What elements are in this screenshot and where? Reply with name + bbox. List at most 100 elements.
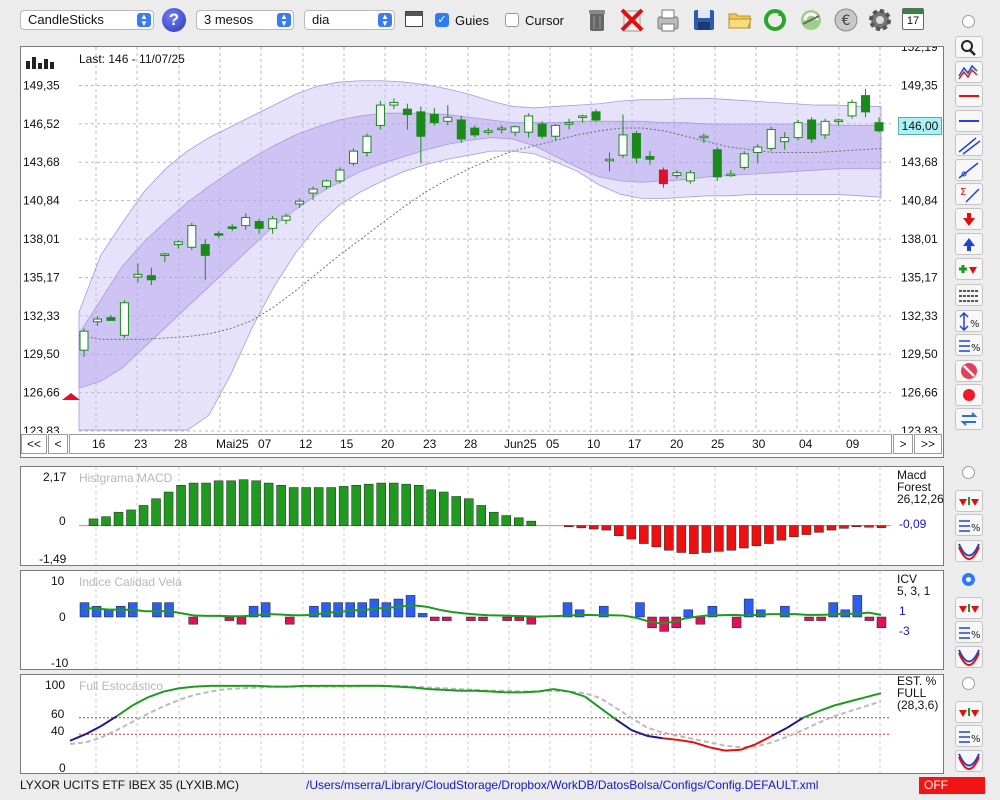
- off-status-badge[interactable]: OFF: [919, 777, 985, 794]
- fibonacci-button[interactable]: Σ: [955, 183, 983, 205]
- trend-line-button[interactable]: [955, 159, 983, 181]
- candle: [335, 169, 345, 182]
- trend-channel-button[interactable]: [955, 134, 983, 156]
- icv-title: Indice Calidad Vela: [79, 575, 182, 589]
- icv-bar: [333, 602, 343, 618]
- horizontal-line-red-button[interactable]: [955, 85, 983, 107]
- chart-type-select[interactable]: CandleSticks ▲ ▼: [20, 10, 154, 30]
- price-tick-label-right: 126,66: [901, 386, 938, 400]
- swap-button[interactable]: [955, 408, 983, 430]
- candlestick-chart[interactable]: 152,19149,35149,35146,52146,52143,68143,…: [21, 47, 943, 433]
- nav-prev-button[interactable]: <: [48, 434, 68, 454]
- macd-bar: [363, 483, 374, 526]
- window-icon[interactable]: [405, 11, 423, 27]
- folder-icon[interactable]: [726, 6, 754, 34]
- macd-bar: [776, 525, 787, 541]
- stop-button[interactable]: [955, 360, 983, 382]
- record-button[interactable]: [955, 384, 983, 406]
- icv-bar: [864, 616, 875, 621]
- add-signal-button[interactable]: [955, 258, 983, 280]
- cross-lines-button[interactable]: [955, 646, 983, 668]
- stochastic-k-segment: [428, 688, 445, 691]
- bands-button[interactable]: [955, 61, 983, 83]
- date-tick-label: 28: [174, 437, 188, 451]
- volume-bars-icon[interactable]: [25, 53, 55, 72]
- nav-first-button[interactable]: <<: [21, 434, 47, 454]
- macd-bar: [639, 525, 649, 544]
- stochastic-chart[interactable]: 100 60 40 0 EST. %FULL(28,3,6): [21, 675, 943, 773]
- percent-levels-button[interactable]: %: [955, 725, 983, 747]
- nav-last-button[interactable]: >>: [914, 434, 942, 454]
- euro-icon[interactable]: €: [832, 6, 860, 34]
- stochastic-k-segment: [116, 704, 133, 717]
- percent-levels-button[interactable]: %: [955, 514, 983, 536]
- arrow-down-button[interactable]: [955, 208, 983, 230]
- price-tick-label-left: 140,84: [23, 194, 60, 208]
- percent-levels-icon: %: [959, 731, 981, 745]
- arrow-up-button[interactable]: [955, 233, 983, 255]
- cursor-checkbox[interactable]: [505, 13, 519, 27]
- date-tick-label: 23: [423, 437, 437, 451]
- icv-panel-radio[interactable]: [962, 573, 975, 586]
- icv-bar: [780, 605, 790, 618]
- icv-current-value: -3: [899, 624, 910, 638]
- icv-bar: [115, 605, 126, 618]
- cross-lines-button[interactable]: [955, 540, 983, 562]
- zoom-button[interactable]: [955, 36, 983, 58]
- icv-bar: [743, 598, 754, 618]
- guies-checkbox[interactable]: ✓: [435, 13, 449, 27]
- candle: [268, 218, 278, 229]
- date-tick-label: 12: [299, 437, 313, 451]
- candle: [605, 158, 615, 162]
- buy-sell-arrows-button[interactable]: [955, 490, 983, 512]
- period-select[interactable]: 3 mesos ▲ ▼: [196, 10, 294, 30]
- calendar-icon[interactable]: 17: [902, 8, 924, 30]
- stochastic-panel[interactable]: 100 60 40 0 EST. % FULL (28,3,6) Full Estocást…: [20, 674, 944, 774]
- chevron-updown-icon: ▲ ▼: [137, 13, 151, 28]
- save-icon[interactable]: [690, 6, 718, 34]
- date-scrollbar[interactable]: [69, 434, 892, 454]
- chevron-updown-icon: ▲ ▼: [277, 13, 291, 28]
- icv-panel[interactable]: 10 0 -10 ICV 5, 3, 1 1 -3 Indice Calidad Vela: [20, 570, 944, 670]
- stochastic-k-segment: [615, 718, 633, 731]
- percent-levels-button[interactable]: %: [955, 334, 983, 356]
- icv-legend-label: ICV: [897, 572, 917, 586]
- stochastic-panel-radio[interactable]: [962, 677, 975, 690]
- candle: [389, 101, 399, 106]
- config-path-link[interactable]: /Users/mserra/Library/CloudStorage/Dropb…: [306, 778, 819, 792]
- main-panel-radio[interactable]: [962, 15, 975, 28]
- macd-panel[interactable]: 2,17 0 -1,49 Macd Forest 26,12,26 -0,09 Histgr…: [20, 466, 944, 566]
- help-icon[interactable]: ?: [162, 8, 186, 32]
- cross-lines-button[interactable]: [955, 750, 983, 772]
- date-tick-label: 15: [340, 437, 354, 451]
- percent-levels-button[interactable]: %: [955, 621, 983, 643]
- icv-tick-label: 0: [59, 610, 66, 624]
- price-tick-label-right: 129,50: [901, 347, 938, 361]
- price-chart-panel[interactable]: 152,19149,35149,35146,52146,52143,68143,…: [20, 46, 944, 458]
- alert-triangle-icon: [62, 393, 80, 400]
- interval-select[interactable]: dia ▲ ▼: [304, 10, 395, 30]
- buy-sell-arrows-button[interactable]: [955, 597, 983, 619]
- refresh-icon[interactable]: [761, 6, 789, 34]
- buy-sell-arrows-button[interactable]: [955, 701, 983, 723]
- nav-next-button[interactable]: >: [893, 434, 913, 454]
- update-icon[interactable]: [797, 6, 825, 34]
- candle: [416, 111, 426, 137]
- horizontal-line-blue-button[interactable]: [955, 110, 983, 132]
- candle: [847, 101, 857, 117]
- trash-icon[interactable]: [583, 6, 611, 34]
- grid-lines-button[interactable]: [955, 284, 983, 306]
- print-icon[interactable]: [654, 6, 682, 34]
- delete-icon[interactable]: [618, 6, 646, 34]
- macd-panel-radio[interactable]: [962, 466, 975, 479]
- macd-bar: [839, 525, 849, 529]
- percent-range-button[interactable]: %: [955, 310, 983, 332]
- macd-bar: [576, 525, 587, 529]
- stochastic-tick-label: 40: [51, 724, 65, 738]
- gear-icon[interactable]: [866, 6, 894, 34]
- stochastic-k-segment: [584, 695, 601, 709]
- icv-bar: [442, 616, 452, 621]
- icv-bar: [91, 605, 102, 618]
